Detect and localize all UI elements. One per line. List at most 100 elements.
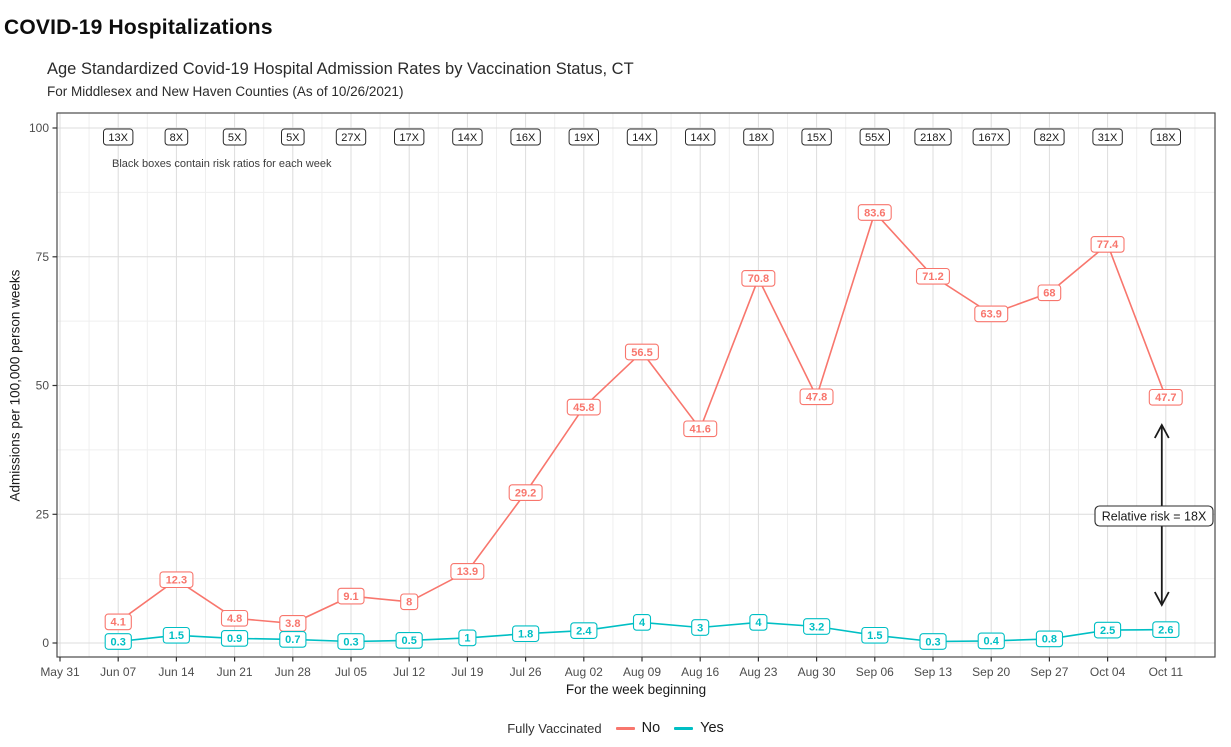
svg-text:50: 50 <box>36 379 50 393</box>
svg-text:0.3: 0.3 <box>925 636 940 648</box>
svg-text:55X: 55X <box>865 132 885 144</box>
svg-text:27X: 27X <box>341 132 361 144</box>
svg-text:5X: 5X <box>286 132 300 144</box>
svg-text:18X: 18X <box>749 132 769 144</box>
svg-text:Aug 02: Aug 02 <box>565 665 603 679</box>
svg-text:8X: 8X <box>170 132 184 144</box>
svg-text:25: 25 <box>36 507 50 521</box>
legend-item-no: No <box>615 720 661 736</box>
svg-text:Oct 04: Oct 04 <box>1090 665 1126 679</box>
legend-line-yes <box>674 726 694 730</box>
legend-title: Fully Vaccinated <box>507 720 602 736</box>
svg-text:9.1: 9.1 <box>343 591 358 603</box>
svg-text:29.2: 29.2 <box>515 487 536 499</box>
svg-text:8: 8 <box>406 597 412 609</box>
svg-text:3: 3 <box>697 622 703 634</box>
svg-text:75: 75 <box>36 250 50 264</box>
svg-text:14X: 14X <box>632 132 652 144</box>
svg-text:4: 4 <box>755 617 762 629</box>
svg-text:Jun 28: Jun 28 <box>275 665 311 679</box>
svg-text:16X: 16X <box>516 132 536 144</box>
svg-text:2.5: 2.5 <box>1100 625 1115 637</box>
svg-text:Jun 14: Jun 14 <box>158 665 194 679</box>
svg-text:Sep 06: Sep 06 <box>856 665 894 679</box>
legend-item-yes: Yes <box>674 720 724 736</box>
svg-text:45.8: 45.8 <box>573 402 594 414</box>
svg-text:4: 4 <box>639 617 646 629</box>
svg-text:5X: 5X <box>228 132 242 144</box>
svg-text:47.7: 47.7 <box>1155 392 1176 404</box>
svg-text:Jul 05: Jul 05 <box>335 665 367 679</box>
value-labels-yes: 0.3 1.5 0.9 0.7 0.3 0.5 1 1.8 2.4 4 3 4 3.2 1.5 0.3 0.4… <box>104 614 1180 650</box>
svg-text:0.3: 0.3 <box>111 636 126 648</box>
svg-text:1: 1 <box>464 633 470 645</box>
svg-text:14X: 14X <box>458 132 478 144</box>
chart-title: Age Standardized Covid-19 Hospital Admis… <box>47 60 634 78</box>
svg-text:13.9: 13.9 <box>457 566 478 578</box>
svg-text:Aug 09: Aug 09 <box>623 665 661 679</box>
svg-text:82X: 82X <box>1040 132 1060 144</box>
svg-text:0: 0 <box>42 636 49 650</box>
svg-text:Jul 19: Jul 19 <box>451 665 483 679</box>
svg-text:Jun 21: Jun 21 <box>217 665 253 679</box>
svg-text:Sep 27: Sep 27 <box>1030 665 1068 679</box>
svg-text:Relative risk = 18X: Relative risk = 18X <box>1102 510 1207 524</box>
svg-text:Aug 16: Aug 16 <box>681 665 719 679</box>
svg-text:68: 68 <box>1043 288 1055 300</box>
svg-text:0.8: 0.8 <box>1042 634 1057 646</box>
legend-label-yes: Yes <box>700 720 724 736</box>
svg-text:0.9: 0.9 <box>227 633 242 645</box>
svg-text:41.6: 41.6 <box>689 424 710 436</box>
svg-text:May 31: May 31 <box>40 665 80 679</box>
svg-text:100: 100 <box>29 121 49 135</box>
gridlines-major <box>57 113 1215 657</box>
y-axis-title: Admissions per 100,000 person weeks <box>7 269 23 502</box>
svg-text:3.8: 3.8 <box>285 618 300 630</box>
svg-text:2.4: 2.4 <box>576 625 592 637</box>
chart-subtitle: For Middlesex and New Haven Counties (As… <box>47 84 404 99</box>
svg-text:2.6: 2.6 <box>1158 624 1173 636</box>
svg-text:63.9: 63.9 <box>980 309 1001 321</box>
svg-text:Aug 23: Aug 23 <box>739 665 777 679</box>
risk-note: Black boxes contain risk ratios for each… <box>112 158 332 170</box>
svg-text:Sep 13: Sep 13 <box>914 665 952 679</box>
svg-text:15X: 15X <box>807 132 827 144</box>
legend-line-no <box>615 726 635 730</box>
svg-text:77.4: 77.4 <box>1097 239 1119 251</box>
svg-text:Jul 26: Jul 26 <box>510 665 542 679</box>
svg-text:0.5: 0.5 <box>402 635 417 647</box>
page-title: COVID-19 Hospitalizations <box>4 16 273 40</box>
value-labels-no: 4.1 12.3 4.8 3.8 9.1 8 13.9 29.2 45.8 56.5 41.6 70.… <box>104 204 1183 632</box>
svg-text:71.2: 71.2 <box>922 271 943 283</box>
svg-text:13X: 13X <box>108 132 128 144</box>
svg-text:Sep 20: Sep 20 <box>972 665 1010 679</box>
svg-text:70.8: 70.8 <box>748 273 769 285</box>
y-axis-ticks: 0 25 50 75 100 <box>29 121 57 650</box>
svg-text:Jul 12: Jul 12 <box>393 665 425 679</box>
svg-text:17X: 17X <box>399 132 419 144</box>
svg-text:18X: 18X <box>1156 132 1176 144</box>
svg-text:Oct 11: Oct 11 <box>1149 665 1184 679</box>
svg-text:83.6: 83.6 <box>864 207 885 219</box>
svg-text:0.4: 0.4 <box>984 636 1000 648</box>
svg-text:0.3: 0.3 <box>343 636 358 648</box>
svg-text:12.3: 12.3 <box>166 575 187 587</box>
svg-text:3.2: 3.2 <box>809 621 824 633</box>
legend-label-no: No <box>641 720 661 736</box>
legend: Fully Vaccinated No Yes <box>0 716 1231 740</box>
svg-text:4.1: 4.1 <box>111 617 126 629</box>
svg-text:1.5: 1.5 <box>169 630 184 642</box>
svg-text:167X: 167X <box>978 132 1004 144</box>
svg-text:31X: 31X <box>1098 132 1118 144</box>
x-axis-title: For the week beginning <box>565 682 707 697</box>
svg-text:4.8: 4.8 <box>227 613 242 625</box>
svg-text:0.7: 0.7 <box>285 634 300 646</box>
svg-text:1.8: 1.8 <box>518 629 533 641</box>
svg-text:Aug 30: Aug 30 <box>798 665 836 679</box>
svg-text:19X: 19X <box>574 132 594 144</box>
svg-text:1.5: 1.5 <box>867 630 882 642</box>
x-axis-ticks: May 31 Jun 07 Jun 14 Jun 21 Jun 28 Jul 05 Jul … <box>40 657 1183 679</box>
svg-text:Jun 07: Jun 07 <box>100 665 136 679</box>
svg-text:56.5: 56.5 <box>631 347 652 359</box>
svg-text:47.8: 47.8 <box>806 392 827 404</box>
